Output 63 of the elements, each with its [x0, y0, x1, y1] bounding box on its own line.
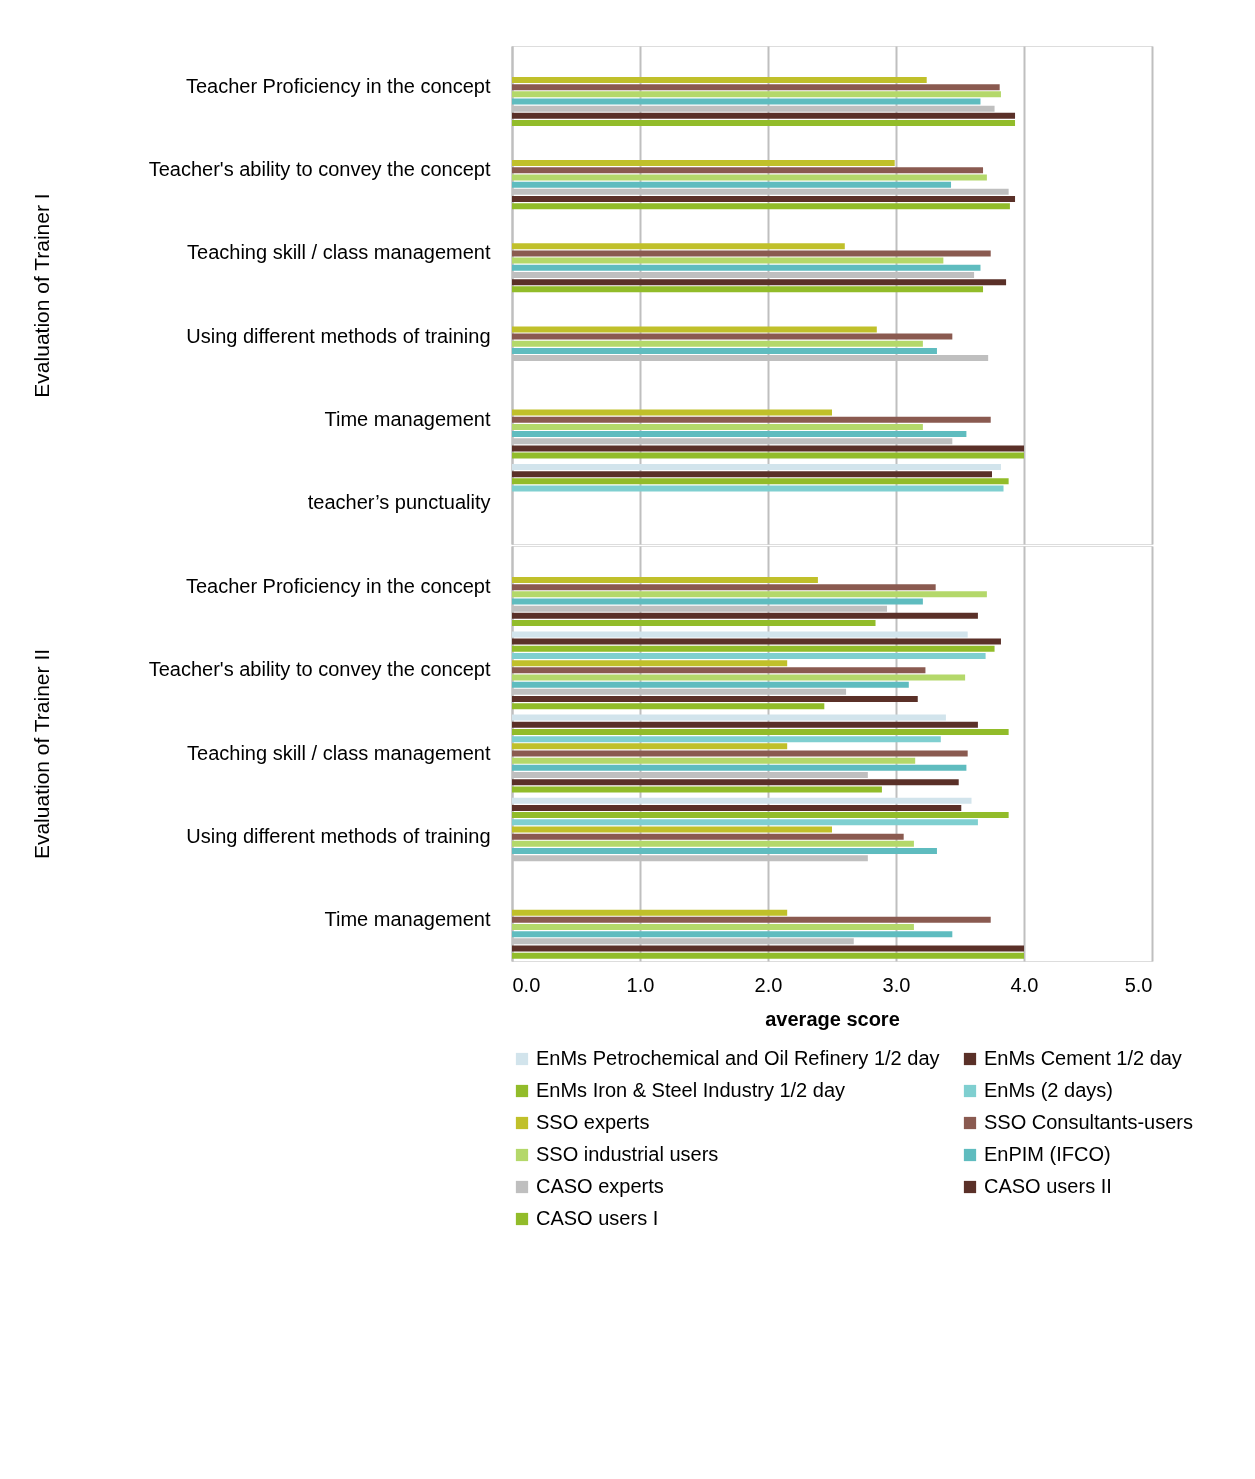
- bar: [512, 264, 981, 271]
- bar: [512, 203, 1010, 210]
- x-tick-label: 4.0: [1010, 973, 1039, 996]
- bar: [512, 409, 832, 416]
- y-tick-label: Teaching skill / class management: [187, 741, 491, 764]
- bar: [512, 445, 1024, 452]
- bar: [512, 243, 845, 250]
- bar: [512, 91, 1001, 98]
- legend-label: CASO experts: [536, 1175, 664, 1197]
- bar: [512, 326, 877, 333]
- x-axis-title: average score: [765, 1007, 900, 1030]
- y-tick-label: Time management: [324, 907, 491, 930]
- bar: [512, 257, 944, 264]
- bar: [512, 76, 927, 83]
- bar: [512, 452, 1024, 459]
- bar: [512, 416, 991, 423]
- legend-label: EnPIM (IFCO): [984, 1143, 1111, 1165]
- bar: [512, 167, 984, 174]
- bar: [512, 471, 992, 478]
- y-tick-label: Teacher Proficiency in the concept: [185, 75, 491, 98]
- y-axis-title: Evaluation of Trainer I: [29, 193, 53, 398]
- legend-label: SSO industrial users: [536, 1143, 719, 1165]
- legend-label: SSO experts: [536, 1111, 650, 1133]
- y-tick-label: Teacher's ability to convey the concept: [148, 158, 491, 181]
- legend-label: EnMs (2 days): [984, 1079, 1113, 1101]
- bar: [512, 181, 952, 188]
- bar: [512, 333, 953, 340]
- y-tick-label: Using different methods of training: [186, 824, 491, 847]
- bar: [512, 478, 1009, 485]
- bar: [512, 120, 1016, 127]
- legend-label: SSO Consultants-users: [984, 1111, 1193, 1133]
- bar: [512, 347, 937, 354]
- legend-label: EnMs Cement 1/2 day: [984, 1047, 1182, 1069]
- y-tick-label: teacher’s punctuality: [307, 490, 491, 513]
- legend-label: CASO users I: [536, 1207, 659, 1229]
- y-tick-label: Teacher's ability to convey the concept: [148, 658, 491, 681]
- bar: [512, 196, 1016, 203]
- bar: [512, 84, 1000, 91]
- bar: [512, 250, 991, 257]
- bar: [512, 431, 967, 438]
- bar: [512, 279, 1007, 286]
- y-tick-label: Time management: [324, 407, 491, 430]
- bar: [512, 160, 895, 167]
- bar: [512, 340, 923, 347]
- x-tick-label: 2.0: [754, 973, 783, 996]
- legend-label: CASO users II: [984, 1175, 1112, 1197]
- y-tick-label: Using different methods of training: [186, 324, 491, 347]
- x-tick-label: 0.0: [512, 973, 541, 996]
- y-tick-label: Teacher Proficiency in the concept: [185, 575, 491, 598]
- bar: [512, 485, 1004, 492]
- x-tick-label: 3.0: [882, 973, 911, 996]
- bar: [512, 286, 984, 293]
- y-tick-label: Teaching skill / class management: [187, 241, 491, 264]
- legend-label: EnMs Iron & Steel Industry 1/2 day: [536, 1079, 846, 1101]
- legend-label: EnMs Petrochemical and Oil Refinery 1/2 day: [536, 1047, 940, 1069]
- bar: [512, 423, 923, 430]
- bar: [512, 112, 1016, 119]
- x-tick-label: 5.0: [1124, 973, 1153, 996]
- x-tick-label: 1.0: [626, 973, 655, 996]
- bar: [512, 174, 987, 181]
- y-axis-title: Evaluation of Trainer II: [29, 648, 53, 860]
- bar: [512, 98, 981, 105]
- bar: [512, 463, 1001, 470]
